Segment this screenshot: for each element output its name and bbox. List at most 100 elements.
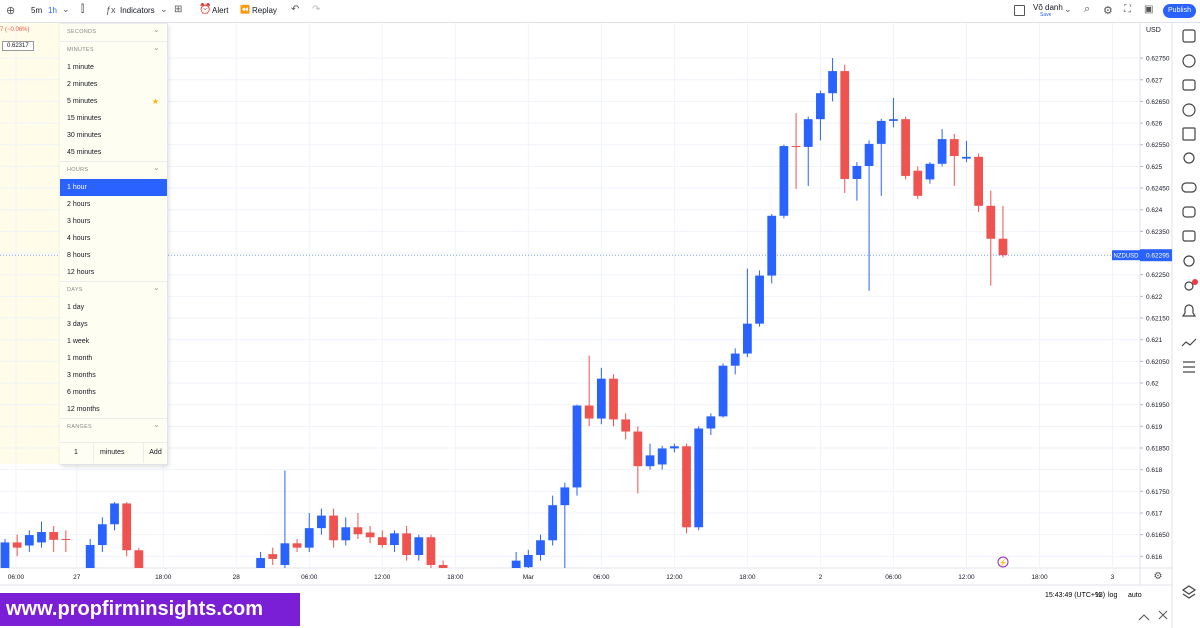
- menu-item[interactable]: 2 hours: [67, 201, 91, 208]
- interval-button-active[interactable]: 1h: [48, 6, 57, 15]
- menu-item[interactable]: 45 minutes: [67, 149, 102, 156]
- replay-button[interactable]: Replay: [252, 6, 277, 15]
- x-tick-label: 06:00: [593, 574, 610, 581]
- candle-body: [925, 163, 935, 180]
- y-tick-label: 0.624: [1146, 207, 1163, 214]
- menu-item[interactable]: 3 days: [67, 321, 88, 328]
- y-tick-label: 0.62150: [1146, 316, 1170, 323]
- menu-item[interactable]: 12 hours: [67, 269, 95, 276]
- candle-body: [414, 537, 424, 556]
- menu-item[interactable]: 1 month: [67, 355, 93, 362]
- x-tick-label: 27: [73, 574, 81, 581]
- messages-icon[interactable]: [1182, 230, 1196, 242]
- custom-value[interactable]: 1: [60, 443, 94, 463]
- menu-item[interactable]: 8 hours: [67, 252, 91, 259]
- layout-icon[interactable]: [1014, 5, 1025, 16]
- indicators-icon[interactable]: ƒx: [106, 5, 116, 15]
- x-tick-label: 12:00: [666, 574, 683, 581]
- menu-section-header[interactable]: MINUTES: [60, 39, 167, 59]
- indicators-button[interactable]: Indicators: [120, 6, 155, 15]
- candle-body: [669, 446, 679, 449]
- candle-body: [828, 71, 837, 94]
- favorite-star[interactable]: ★: [151, 97, 159, 106]
- candle-body: [840, 71, 850, 179]
- event-icon[interactable]: [997, 556, 1009, 568]
- streams-icon[interactable]: [1182, 206, 1196, 218]
- candle-body: [292, 543, 302, 548]
- trading-icon[interactable]: [1181, 338, 1197, 347]
- menu-item[interactable]: 4 hours: [67, 235, 91, 242]
- collapse-icon[interactable]: [1138, 614, 1150, 621]
- chat-icon[interactable]: [1181, 182, 1197, 193]
- menu-section-header[interactable]: DAYS: [60, 279, 167, 299]
- menu-item[interactable]: 1 week: [67, 338, 90, 345]
- menu-section-header[interactable]: SECONDS: [60, 21, 167, 41]
- alert-button[interactable]: Alert: [212, 6, 229, 15]
- indicators-arrow[interactable]: ⌄: [160, 4, 168, 14]
- calendar-icon[interactable]: [1182, 127, 1196, 141]
- menu-item[interactable]: 15 minutes: [67, 115, 102, 122]
- user-name[interactable]: Võ danh: [1033, 3, 1063, 12]
- undo-icon[interactable]: ↶: [291, 4, 300, 15]
- candle-body: [767, 215, 777, 276]
- broadcast-icon[interactable]: [1184, 281, 1194, 291]
- currency-label[interactable]: USD: [1146, 27, 1161, 34]
- save-button[interactable]: Save: [1040, 12, 1052, 18]
- interval-dropdown-arrow[interactable]: ⌄: [62, 4, 70, 14]
- custom-add[interactable]: Add: [149, 449, 162, 456]
- menu-item[interactable]: 1 day: [67, 304, 85, 311]
- layouts-icon[interactable]: ⊞: [174, 4, 183, 15]
- settings-icon[interactable]: ⚙: [1103, 5, 1113, 17]
- menu-section-header[interactable]: RANGES: [60, 416, 167, 436]
- y-tick-label: 0.62650: [1146, 99, 1170, 106]
- replay-icon[interactable]: ⏪: [240, 5, 250, 14]
- candle-body: [633, 431, 643, 467]
- close-icon[interactable]: [1158, 610, 1168, 620]
- candle-body: [645, 455, 655, 467]
- interval-button[interactable]: 5m: [31, 6, 43, 15]
- menu-item[interactable]: 2 minutes: [67, 81, 98, 88]
- fullscreen-icon[interactable]: ⛶: [1124, 4, 1131, 15]
- log-toggle[interactable]: log: [1108, 592, 1117, 599]
- y-tick-label: 0.61650: [1146, 532, 1170, 539]
- help-icon[interactable]: [1183, 255, 1195, 267]
- candle-body: [889, 119, 898, 121]
- ideas-icon[interactable]: [1183, 152, 1195, 164]
- watchlist-icon[interactable]: [1182, 29, 1196, 43]
- data-window-icon[interactable]: [1182, 79, 1196, 91]
- menu-item[interactable]: 30 minutes: [67, 132, 102, 139]
- symbol-label: NZDUSD: [1114, 254, 1140, 260]
- snapshot-icon[interactable]: ▣: [1144, 4, 1154, 15]
- menu-item[interactable]: 5 minutes ★: [60, 93, 167, 110]
- alert-icon[interactable]: ⏰: [199, 4, 212, 15]
- candle-body: [816, 93, 825, 120]
- menu-item[interactable]: 3 hours: [67, 218, 91, 225]
- menu-section-header[interactable]: HOURS: [60, 159, 167, 179]
- menu-item[interactable]: 6 months: [67, 389, 96, 396]
- auto-toggle[interactable]: auto: [1128, 592, 1142, 599]
- publish-button[interactable]: Publish: [1163, 4, 1196, 18]
- menu-item[interactable]: 1 hour: [60, 179, 167, 196]
- candle-body: [548, 505, 558, 541]
- candle-body: [657, 448, 667, 465]
- custom-unit[interactable]: minutes: [94, 443, 144, 463]
- menu-item[interactable]: 12 months: [67, 406, 100, 413]
- layers-icon[interactable]: [1181, 585, 1197, 599]
- candle-body: [12, 542, 22, 548]
- chart-type-icon[interactable]: ⫿: [81, 4, 85, 15]
- symbol-search-icon[interactable]: ⊕: [6, 5, 16, 17]
- search-icon[interactable]: ⌕: [1084, 3, 1091, 15]
- candle-body: [803, 119, 813, 147]
- candle-body: [876, 120, 886, 144]
- hotlist-icon[interactable]: [1182, 103, 1196, 117]
- save-arrow[interactable]: ⌄: [1064, 4, 1072, 14]
- menu-item[interactable]: 3 months: [67, 372, 96, 379]
- y-tick-label: 0.62450: [1146, 186, 1170, 193]
- percent-toggle[interactable]: %: [1095, 592, 1101, 599]
- alerts-icon[interactable]: [1182, 54, 1196, 68]
- settings-icon[interactable]: ⚙: [1154, 571, 1163, 582]
- candle-body: [974, 156, 984, 206]
- notifications-icon[interactable]: [1181, 304, 1197, 317]
- menu-item[interactable]: 1 minute: [67, 64, 94, 71]
- dom-icon[interactable]: [1183, 361, 1195, 373]
